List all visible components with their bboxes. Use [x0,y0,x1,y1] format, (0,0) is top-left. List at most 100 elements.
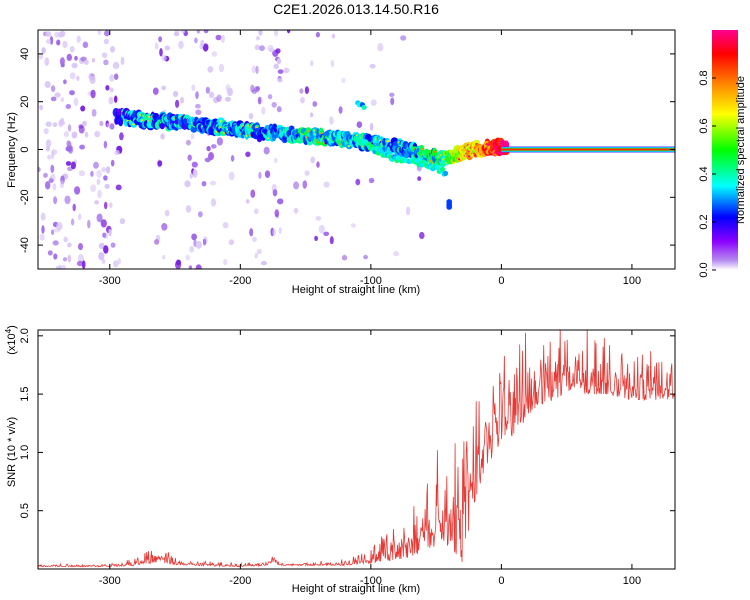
noise-speck [108,202,113,208]
y-tick-label: 0 [19,146,31,152]
noise-speck [108,96,114,105]
noise-speck [283,67,290,74]
noise-speck [63,79,67,85]
noise-speck [259,45,265,51]
noise-speck [176,259,181,266]
noise-speck [78,243,83,251]
noise-speck [104,30,110,37]
snr-panel: -300 -200 -100 0 100 0.5 1.0 1.5 2.0 Height of … [4,325,676,595]
noise-speck [109,87,114,93]
noise-speck [310,156,316,164]
noise-speck [203,30,209,34]
noise-speck [245,199,250,204]
snr-line [38,330,675,568]
noise-speck [184,180,191,188]
noise-speck [159,48,163,57]
noise-speck [309,112,314,118]
noise-speck [109,123,115,130]
tone-band-layer [501,148,675,151]
noise-speck [188,265,193,269]
noise-speck [406,206,411,216]
noise-speck [274,209,280,218]
noise-speck [52,183,57,191]
snr-frame [37,329,676,570]
noise-speck [55,265,62,269]
colorbar-tick-label: 0.0 [698,262,710,277]
noise-speck [185,205,192,213]
noise-speck [164,45,170,51]
branch-blob [439,166,445,172]
noise-speck [189,173,193,179]
noise-speck [80,105,86,112]
noise-speck [390,97,395,106]
noise-speck [51,150,55,160]
noise-speck [98,242,105,250]
noise-speck [90,89,96,99]
noise-speck [67,242,72,248]
noise-speck [84,131,89,138]
colorbar-ticks: 0.0 0.2 0.4 0.6 0.8 [698,70,716,278]
noise-speck [200,39,205,47]
x-tick-label: 0 [498,575,504,587]
noise-speck [96,178,101,186]
spectrogram-branch [355,100,367,110]
noise-speck [216,94,222,103]
noise-speck [187,154,192,161]
noise-speck [256,248,262,255]
noise-speck [173,31,180,37]
noise-speck [70,161,76,170]
noise-speck [254,252,259,259]
noise-speck [175,99,180,108]
noise-speck [355,178,361,186]
noise-speck [154,239,160,245]
noise-speck [69,72,76,80]
noise-speck [323,181,330,188]
noise-speck [185,254,191,261]
noise-speck [66,146,73,152]
noise-speck [110,242,116,248]
noise-speck [71,131,78,139]
noise-speck [315,31,320,38]
noise-speck [162,255,166,260]
x-tick-label: 0 [498,275,504,287]
noise-speck [271,101,277,108]
noise-speck [302,180,308,189]
colorbar-gradient [712,30,738,270]
spectrogram-marks [38,30,675,269]
noise-speck [274,30,279,37]
noise-speck [41,225,45,234]
noise-speck [66,53,73,62]
noise-speck [211,51,218,57]
noise-speck [267,94,273,100]
noise-speck [180,96,185,104]
noise-speck [273,157,278,163]
noise-speck [158,36,163,43]
noise-speck [195,264,202,269]
noise-speck [191,233,198,241]
noise-speck [91,57,96,63]
noise-speck [260,260,267,266]
spectrogram-x-ticks: -300 -200 -100 0 100 [99,30,641,287]
noise-speck [89,75,96,85]
colorbar-label: Normalized spectral amplitude [735,76,747,224]
noise-speck [103,140,108,149]
ridge-core [473,154,477,157]
noise-speck [202,238,207,246]
noise-speck [331,33,336,39]
y-tick-label: 1.5 [19,386,31,401]
branch-blob [435,164,441,170]
noise-speck [77,254,84,263]
x-tick-label: -300 [99,575,121,587]
noise-speck [312,101,318,107]
ridge-blob [159,122,165,130]
noise-speck [249,228,254,237]
noise-speck [161,223,168,231]
noise-speck [78,170,85,177]
snr-xlabel: Height of straight line (km) [292,583,420,595]
branch-blob [361,104,367,110]
noise-speck [45,121,52,127]
y-tick-label: -20 [19,189,31,205]
noise-speck [74,186,81,195]
y-tick-label: -40 [19,237,31,253]
